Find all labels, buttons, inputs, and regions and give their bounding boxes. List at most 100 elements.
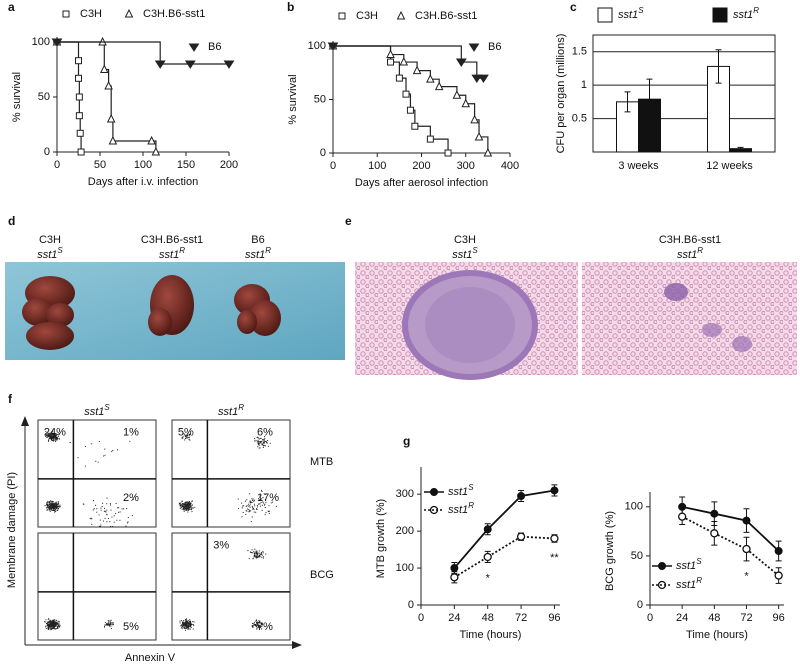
flow-event <box>186 623 188 625</box>
flow-event <box>108 621 110 623</box>
data-point <box>774 571 783 580</box>
data-point <box>483 147 493 157</box>
flow-event <box>53 621 55 623</box>
y-tick-label: 100 <box>308 40 326 52</box>
data-point <box>386 49 395 59</box>
flow-event <box>187 622 189 624</box>
data-point <box>483 525 492 534</box>
flow-event <box>58 626 60 628</box>
legend-label-part: sst1 <box>676 560 696 572</box>
flow-event <box>48 624 50 626</box>
flow-event <box>189 508 191 510</box>
flow-event <box>184 434 186 436</box>
flow-event <box>254 439 256 441</box>
flow-percentage: 5% <box>178 427 194 439</box>
x-tick-label: 24 <box>448 612 460 624</box>
flow-event <box>52 507 54 509</box>
flow-event <box>56 628 58 630</box>
flow-event <box>51 502 53 504</box>
flow-event <box>94 504 96 506</box>
flow-event <box>253 550 255 552</box>
flow-event <box>58 508 60 510</box>
flow-event <box>251 506 253 508</box>
flow-event <box>103 507 105 509</box>
flow-event <box>110 623 112 625</box>
flow-event <box>49 436 51 438</box>
flow-event <box>53 620 55 622</box>
flow-event <box>249 505 251 507</box>
flow-event <box>262 502 264 504</box>
flow-event <box>110 625 112 627</box>
flow-event <box>45 626 47 628</box>
legend-marker <box>62 10 70 18</box>
allele-label: sst1R <box>677 246 703 261</box>
flow-event <box>58 505 60 507</box>
flow-event <box>257 444 259 446</box>
flow-event <box>185 503 187 505</box>
flow-event <box>50 433 52 435</box>
axis <box>649 492 784 606</box>
flow-event <box>185 624 187 626</box>
flow-event <box>253 509 255 511</box>
flow-event <box>188 438 190 440</box>
flow-event <box>256 620 258 622</box>
flow-event <box>104 624 106 626</box>
flow-event <box>109 625 111 627</box>
flow-event <box>116 449 118 451</box>
legend-label: C3H.B6-sst1 <box>143 8 205 20</box>
flow-event <box>53 509 55 511</box>
flow-event <box>57 623 59 625</box>
flow-event <box>53 625 55 627</box>
flow-event <box>187 628 189 630</box>
flow-event <box>103 625 105 627</box>
flow-event <box>69 441 71 443</box>
flow-event <box>256 626 258 628</box>
flow-event <box>105 624 107 626</box>
flow-event <box>113 521 115 523</box>
flow-event <box>265 501 267 503</box>
flow-event <box>104 510 106 512</box>
legend-label-part: sst1 <box>618 9 638 21</box>
flow-event <box>258 441 260 443</box>
flow-event <box>53 626 55 628</box>
flow-event <box>57 624 59 626</box>
flow-event <box>47 626 49 628</box>
flow-event <box>182 623 184 625</box>
flow-event <box>252 626 254 628</box>
flow-event <box>189 622 191 624</box>
flow-event <box>49 619 51 621</box>
flow-event <box>51 438 53 440</box>
flow-event <box>183 627 185 629</box>
flow-event <box>182 503 184 505</box>
x-tick-label: 96 <box>548 612 560 624</box>
flow-event <box>188 505 190 507</box>
x-tick-label: 150 <box>177 159 195 171</box>
flow-event <box>56 507 58 509</box>
flow-event <box>52 504 54 506</box>
flow-event <box>185 506 187 508</box>
flow-event <box>254 555 256 557</box>
flow-event <box>255 625 257 627</box>
flow-event <box>56 509 58 511</box>
flow-event <box>55 503 57 505</box>
flow-event <box>188 434 190 436</box>
flow-event <box>186 625 188 627</box>
flow-event <box>57 437 59 439</box>
flow-event <box>257 553 259 555</box>
flow-event <box>178 503 180 505</box>
flow-event <box>49 506 51 508</box>
flow-event <box>109 620 111 622</box>
data-point <box>151 146 161 156</box>
flow-event <box>187 626 189 628</box>
flow-event <box>262 446 264 448</box>
flow-event <box>257 625 259 627</box>
flow-event <box>51 627 53 629</box>
flow-column-label: sst1S <box>84 403 110 418</box>
flow-event <box>97 461 99 463</box>
x-tick-label: 48 <box>482 612 494 624</box>
flow-event <box>189 621 191 623</box>
data-point <box>470 114 479 124</box>
flow-event <box>49 620 51 622</box>
flow-event <box>53 503 55 505</box>
flow-event <box>56 503 58 505</box>
